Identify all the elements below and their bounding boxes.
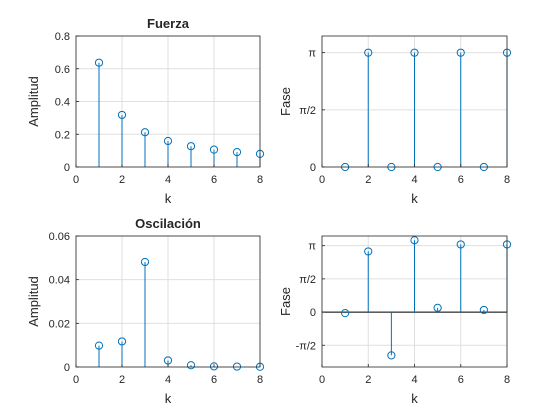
x-tick-label: 4 <box>165 174 171 186</box>
y-tick-label: 0 <box>310 162 316 174</box>
x-tick-label: 0 <box>73 374 79 386</box>
stem-marker <box>209 145 219 154</box>
y-tick-label: 0.2 <box>55 129 70 141</box>
x-axis-label: k <box>165 191 172 206</box>
stem-marker <box>232 147 242 157</box>
x-tick-label: 0 <box>73 174 79 186</box>
y-tick-label: 0.6 <box>55 64 70 76</box>
y-tick-label: π <box>308 48 316 60</box>
stem-marker <box>456 240 465 249</box>
x-tick-label: 4 <box>411 174 417 186</box>
y-axis-label: Fase <box>278 87 293 116</box>
stem-marker <box>117 337 127 346</box>
subplot-4: 0 2 4 6 8 -π/2 0 π/2 π k Fase <box>278 235 512 406</box>
x-tick-label: 2 <box>365 174 371 186</box>
stem-marker <box>410 48 419 57</box>
stem-marker <box>364 48 373 57</box>
stem-marker <box>140 128 150 137</box>
x-tick-label: 8 <box>257 174 263 186</box>
y-tick-label: π/2 <box>299 274 316 286</box>
x-tick-label: 6 <box>211 174 217 186</box>
x-tick-label: 8 <box>504 374 510 386</box>
stem-marker <box>163 136 173 146</box>
x-tick-label: 4 <box>411 374 417 386</box>
y-tick-label: 0.8 <box>55 31 70 43</box>
y-tick-label: 0.4 <box>55 97 70 109</box>
stem-marker <box>186 142 196 151</box>
x-axis-label: k <box>411 191 418 206</box>
x-tick-label: 2 <box>119 174 125 186</box>
x-tick-label: 6 <box>458 374 464 386</box>
stem-marker <box>186 361 196 370</box>
x-axis-label: k <box>165 391 172 406</box>
chart-title: Fuerza <box>147 16 190 31</box>
stem-marker <box>456 48 465 57</box>
x-tick-label: 0 <box>319 374 325 386</box>
y-tick-label: 0.04 <box>49 275 70 287</box>
x-axis-label: k <box>411 391 418 406</box>
subplot-2: 0 2 4 6 8 0 π/2 π k Fase <box>278 35 512 206</box>
stem-marker <box>410 236 419 245</box>
stem-marker <box>387 351 396 360</box>
x-tick-label: 2 <box>365 374 371 386</box>
subplot-3: 0 2 4 6 8 0 0.02 0.04 0.06 k Amplitud Oscilación <box>26 216 265 406</box>
stem-marker <box>209 362 219 371</box>
stem-marker <box>94 58 104 67</box>
stem-marker <box>117 110 127 120</box>
x-tick-label: 8 <box>504 174 510 186</box>
y-tick-label: 0 <box>64 362 70 374</box>
x-tick-label: 6 <box>211 374 217 386</box>
stem-marker <box>364 247 373 256</box>
subplot-1: 0 2 4 6 8 0 0.2 0.4 0.6 0.8 k Amplitud Fuerza <box>26 16 265 206</box>
y-tick-label: 0.02 <box>49 318 70 330</box>
y-tick-label: 0 <box>310 307 316 319</box>
stem-marker <box>140 257 150 267</box>
y-tick-label: π/2 <box>299 105 316 117</box>
stem-marker <box>479 305 488 315</box>
x-tick-label: 4 <box>165 374 171 386</box>
chart-title: Oscilación <box>135 216 201 231</box>
y-axis-label: Fase <box>278 287 293 316</box>
y-axis-label: Amplitud <box>26 276 41 327</box>
stem-marker <box>433 303 442 312</box>
x-tick-label: 6 <box>458 174 464 186</box>
y-axis-label: Amplitud <box>26 76 41 127</box>
stem-marker <box>341 309 350 318</box>
x-tick-label: 8 <box>257 374 263 386</box>
stem-marker <box>94 341 104 350</box>
x-tick-label: 0 <box>319 174 325 186</box>
x-tick-label: 2 <box>119 374 125 386</box>
y-tick-label: 0 <box>64 162 70 174</box>
stem-marker <box>232 362 242 371</box>
y-tick-label: π <box>308 241 316 253</box>
y-tick-label: -π/2 <box>296 340 316 352</box>
y-tick-label: 0.06 <box>49 231 70 243</box>
